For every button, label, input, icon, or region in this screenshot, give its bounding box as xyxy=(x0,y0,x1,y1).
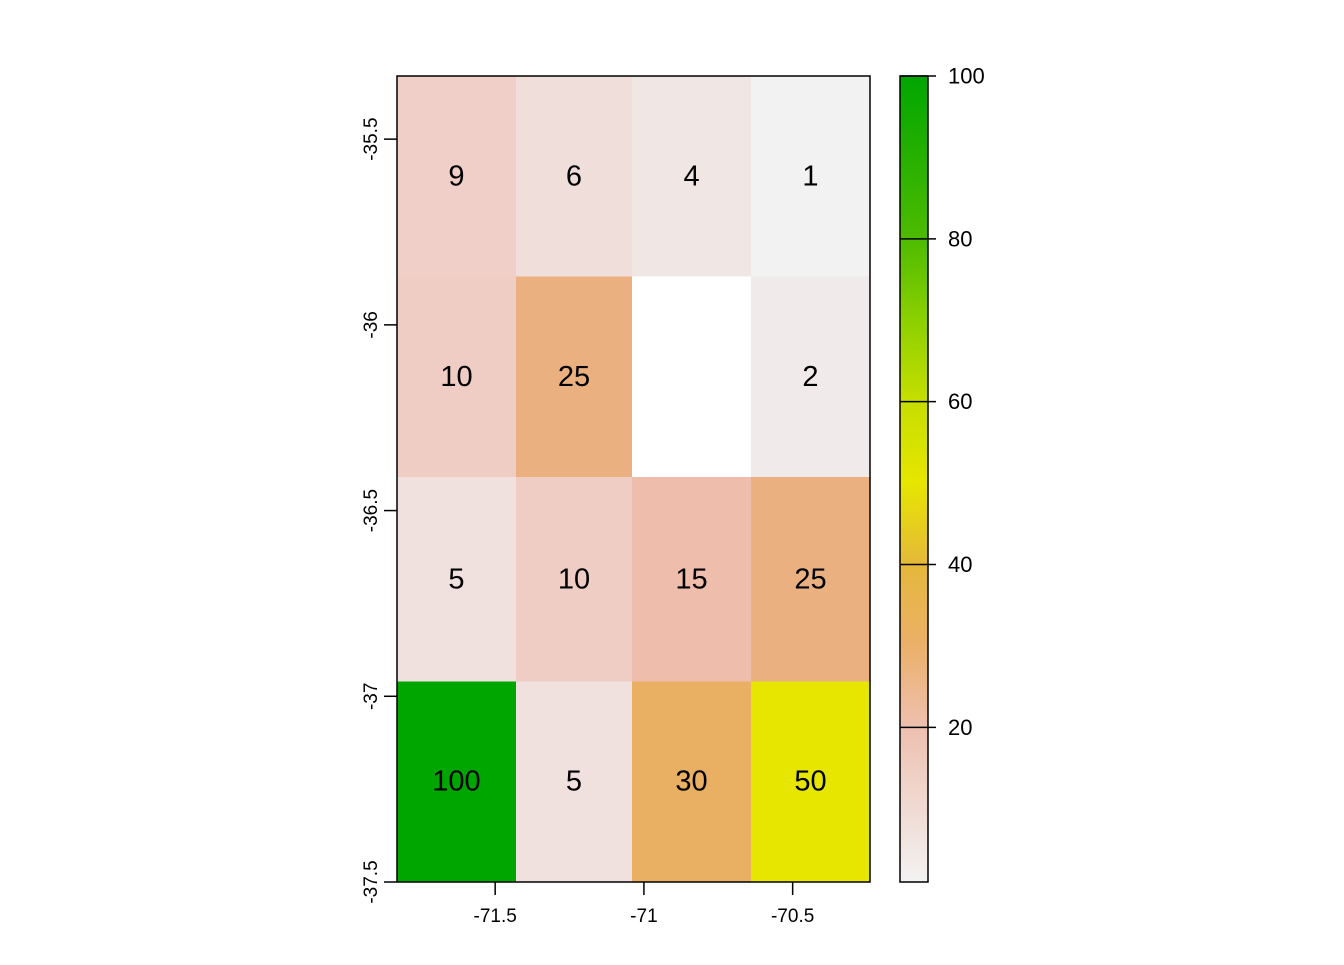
legend-tick-label: 80 xyxy=(948,226,972,251)
cell-value-label: 30 xyxy=(675,766,707,798)
raster-cell xyxy=(397,681,517,883)
cell-value-label: 50 xyxy=(794,766,826,798)
y-tick-label: -36.5 xyxy=(361,489,382,532)
x-axis: -71.5 -71 -70.5 xyxy=(474,882,814,927)
raster-cell xyxy=(515,681,633,883)
y-tick-label: -36 xyxy=(361,311,382,338)
raster-cell xyxy=(632,681,752,883)
legend-tick-label: 60 xyxy=(948,389,972,414)
cell-value-label: 4 xyxy=(683,160,699,192)
x-tick-label: -71.5 xyxy=(474,906,517,927)
y-tick-label: -37 xyxy=(361,683,382,710)
x-tick-label: -70.5 xyxy=(771,906,814,927)
cell-value-label: 15 xyxy=(675,563,707,595)
raster-cell xyxy=(397,477,517,682)
raster-cell xyxy=(751,681,871,883)
raster-cell xyxy=(751,76,871,278)
cell-value-label: 6 xyxy=(566,160,582,192)
raster-cell xyxy=(632,76,752,278)
plot-frame xyxy=(396,75,871,883)
cell-value-label: 25 xyxy=(794,563,826,595)
raster-cell xyxy=(515,477,633,682)
cell-value-label: 5 xyxy=(566,766,582,798)
cell-value-label: 5 xyxy=(448,563,464,595)
color-legend: 20 40 60 80 100 xyxy=(899,64,985,883)
cell-value-label: 1 xyxy=(802,160,818,192)
x-tick-label: -71 xyxy=(630,906,657,927)
cell-value-label: 2 xyxy=(802,361,818,393)
cell-value-label: 10 xyxy=(558,563,590,595)
legend-tick-label: 100 xyxy=(948,64,985,89)
raster-cell xyxy=(632,276,752,478)
legend-colorbar xyxy=(899,75,929,883)
cell-value-label: 9 xyxy=(448,160,464,192)
raster-cell xyxy=(751,477,871,682)
legend-ticks: 20 40 60 80 100 xyxy=(900,64,985,740)
raster-cell xyxy=(751,276,871,478)
raster-cells xyxy=(397,76,871,883)
cell-value-label: 100 xyxy=(432,766,480,798)
legend-tick-label: 40 xyxy=(948,552,972,577)
raster-cell xyxy=(515,76,633,278)
raster-cell xyxy=(397,76,517,278)
raster-cell xyxy=(397,276,517,478)
raster-cell xyxy=(632,477,752,682)
cell-value-label: 25 xyxy=(558,361,590,393)
y-tick-label: -35.5 xyxy=(361,117,382,160)
y-axis: -37.5 -37 -36.5 -36 -35.5 xyxy=(361,117,397,904)
cell-value-label: 10 xyxy=(440,361,472,393)
legend-tick-label: 20 xyxy=(948,715,972,740)
raster-cell xyxy=(515,276,633,478)
y-tick-label: -37.5 xyxy=(361,860,382,903)
